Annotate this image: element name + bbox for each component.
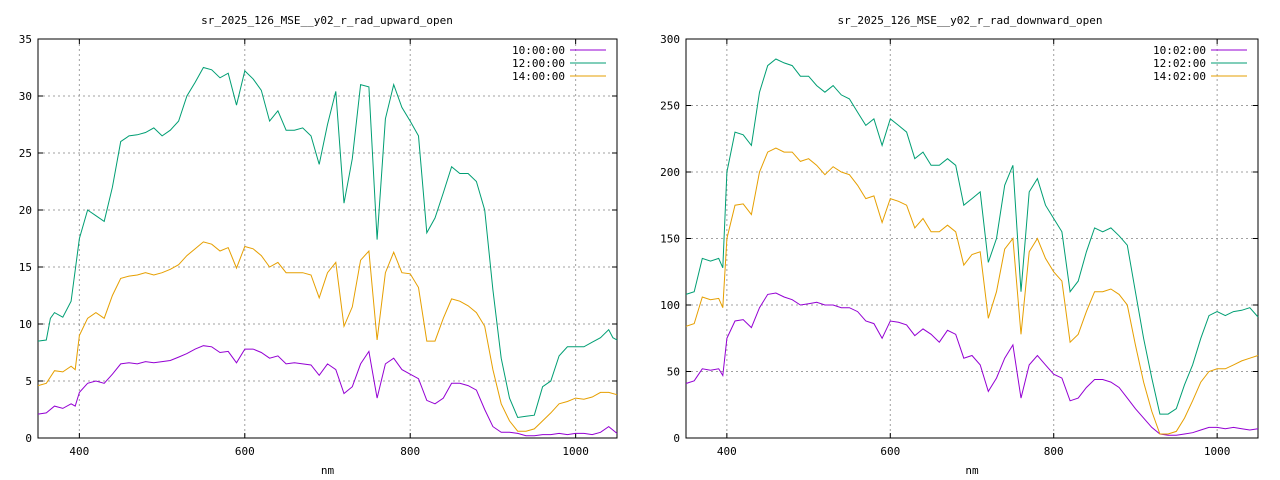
legend-label: 10:00:00 [512,44,565,57]
y-tick-label: 30 [19,90,32,103]
upward-chart-panel: 400 600 800 1000 0 5 10 15 20 25 30 35 sr_2025_126_M… [19,14,618,477]
legend-label: 12:02:00 [1153,57,1206,70]
series-line-120200 [685,58,1259,415]
series-line-100200 [685,292,1259,436]
y-tick-label: 100 [660,299,680,312]
y-tick-label: 20 [19,204,32,217]
y-tick-label: 15 [19,261,32,274]
y-tick-label: 5 [25,375,32,388]
y-tick-label: 200 [660,166,680,179]
chart-title: sr_2025_126_MSE__y02_r_rad_upward_open [201,14,453,27]
x-tick-label: 600 [235,445,255,458]
plot-frame [37,38,618,439]
x-axis-label: nm [965,464,979,477]
x-tick-label: 400 [69,445,89,458]
chart-title: sr_2025_126_MSE__y02_r_rad_downward_open [838,14,1103,27]
y-tick-label: 0 [673,432,680,445]
x-tick-label: 400 [717,445,737,458]
x-tick-label: 800 [400,445,420,458]
x-tick-label: 1000 [562,445,589,458]
legend-label: 14:00:00 [512,70,565,83]
x-tick-label: 600 [880,445,900,458]
y-tick-label: 0 [25,432,32,445]
legend-label: 12:00:00 [512,57,565,70]
y-tick-label: 150 [660,233,680,246]
series-line-140200 [685,147,1259,435]
series-line-140000 [37,241,618,432]
downward-chart-panel: 400 600 800 1000 0 50 100 150 200 250 300 sr_2025_1… [660,14,1259,477]
series-line-120000 [37,66,618,419]
legend-label: 14:02:00 [1153,70,1206,83]
y-tick-label: 300 [660,33,680,46]
y-tick-label: 35 [19,33,32,46]
y-tick-label: 250 [660,100,680,113]
y-tick-label: 10 [19,318,32,331]
x-axis-label: nm [321,464,335,477]
x-tick-label: 1000 [1204,445,1231,458]
series-line-100000 [37,345,618,437]
y-tick-label: 50 [667,366,680,379]
x-tick-label: 800 [1044,445,1064,458]
plot-frame [685,38,1259,439]
y-tick-label: 25 [19,147,32,160]
legend-label: 10:02:00 [1153,44,1206,57]
